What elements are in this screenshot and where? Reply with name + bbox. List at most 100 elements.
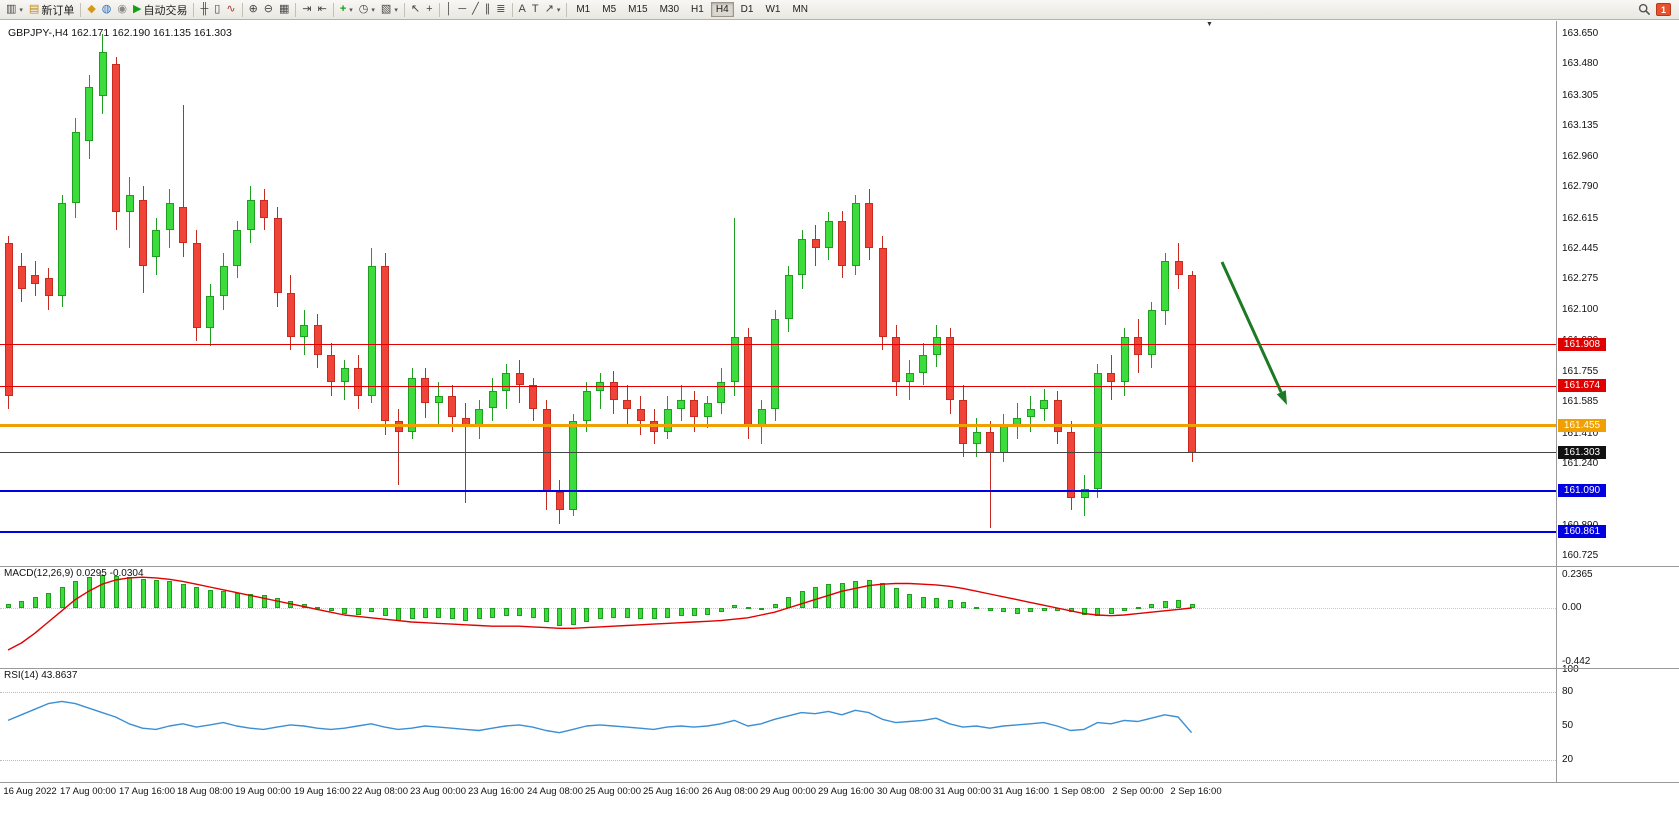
autotrading-button[interactable]: ▶ 自动交易 [130,1,190,19]
timeframe-h4-button[interactable]: H4 [710,2,734,17]
autotrading-icon: ▶ [133,3,142,15]
candle [1040,399,1049,409]
new-chart-button[interactable]: ▥ ▾ [3,1,26,19]
pivot-level-line[interactable] [0,424,1556,427]
bar-chart-button[interactable]: ╫ [197,1,211,19]
trendline-button[interactable]: ╱ [469,1,482,19]
label-button[interactable]: T [529,1,542,19]
macd-histogram-bar [449,608,455,620]
bid-price-line[interactable] [0,452,1556,454]
time-axis-label: 31 Aug 00:00 [935,786,991,797]
channel-button[interactable]: ∥ [482,1,494,19]
macd-histogram-bar [813,587,818,608]
timeframe-w1-button[interactable]: W1 [765,4,781,15]
candle [313,324,322,355]
candle [999,426,1008,454]
periods-button[interactable]: ◷ ▾ [356,1,378,19]
candlestick-chart-icon: ▯ [214,3,221,15]
macd-histogram-bar [853,581,859,608]
candle [367,265,376,396]
support-level-2-line[interactable] [0,530,1556,533]
new-order-button[interactable]: ▤ 新订单 [26,1,77,19]
zoom-out-button[interactable]: ⊖ [261,1,276,19]
timeframe-m5-button[interactable]: M5 [602,4,617,15]
auto-scroll-button[interactable]: ⇥ [299,1,314,19]
chart-shift-icon: ⇤ [317,3,327,15]
candle [1053,399,1062,432]
candle [771,319,780,409]
notification-badge[interactable]: 1 [1656,3,1671,16]
price-axis-label: 162.615 [1562,212,1599,224]
new-order-button-label: 新订单 [41,4,75,17]
rsi-scale-label: 50 [1562,720,1574,731]
zoom-in-button[interactable]: ⊕ [246,1,261,19]
indicators-button[interactable]: + ▾ [337,1,356,19]
candle [703,403,712,418]
toolbar-separator [193,2,195,17]
arrows-button[interactable]: ↗ ▾ [542,1,564,19]
macd-histogram-bar [557,608,563,627]
timeframe-mn-button[interactable]: MN [792,4,808,15]
candle [851,203,860,266]
macd-histogram-bar [839,582,845,608]
horizontal-line-button[interactable]: ─ [455,1,469,19]
timeframe-m1-button[interactable]: M1 [576,4,591,15]
timeframe-h1-button[interactable]: H1 [691,4,704,15]
time-axis-label: 1 Sep 08:00 [1053,786,1105,797]
resistance-level-1-line[interactable] [0,344,1556,346]
timeframe-m30-button[interactable]: M30 [659,4,680,15]
candle [717,381,726,404]
time-axis-label: 29 Aug 00:00 [760,786,816,797]
candle [1107,372,1116,382]
candle [730,337,739,382]
macd-histogram-bar [638,608,644,620]
candle [1161,260,1170,311]
candle [1067,431,1075,498]
timeframe-m15-button[interactable]: M15 [628,4,648,15]
candle [986,431,995,454]
timeframe-d1-button[interactable]: D1 [740,4,754,15]
panel-separator [0,668,1679,669]
macd-histogram-bar [517,608,523,617]
macd-histogram-bar [194,587,200,608]
caret-down-icon: ▾ [349,6,353,14]
chart-shift-marker[interactable]: ▼ [1206,21,1213,28]
cursor-button[interactable]: ↖ [408,1,423,19]
resistance-level-2-line[interactable] [0,385,1556,387]
candlestick-chart-button[interactable]: ▯ [211,1,223,19]
templates-button[interactable]: ▧ ▾ [378,1,401,19]
candle [354,367,363,396]
line-chart-button[interactable]: ∿ [223,1,238,19]
crosshair-button[interactable]: + [423,1,435,19]
support-level-1-line[interactable] [0,489,1556,492]
fibonacci-button[interactable]: ≣ [493,1,508,19]
candle [273,217,282,293]
macd-histogram-bar [718,608,724,613]
macd-histogram-bar [301,603,307,608]
candle [824,221,833,248]
candle [152,230,161,257]
panel-separator [0,566,1679,567]
macd-histogram-bar [880,582,886,608]
community-button[interactable]: ◍ [99,1,115,19]
macd-histogram-bar [745,607,751,609]
macd-histogram-bar [355,608,361,615]
tile-windows-button[interactable]: ▦ [276,1,292,19]
vertical-line-button[interactable]: │ [443,1,456,19]
time-axis-label: 19 Aug 00:00 [235,786,291,797]
channel-icon: ∥ [484,3,491,15]
metaeditor-button[interactable]: ◆ [84,1,98,19]
candle-wick [182,105,184,257]
text-button[interactable]: A [516,1,529,19]
horizontal-line-icon: ─ [458,3,467,15]
refresh-button[interactable]: ◉ [114,1,130,19]
line-chart-icon: ∿ [226,3,236,15]
time-axis-label: 26 Aug 08:00 [702,786,758,797]
candle [582,390,591,421]
time-axis-label: 25 Aug 00:00 [585,786,641,797]
macd-histogram-bar [866,580,872,608]
chart-shift-button[interactable]: ⇤ [315,1,330,19]
macd-histogram-bar [1014,608,1020,614]
search-icon[interactable] [1638,3,1651,16]
